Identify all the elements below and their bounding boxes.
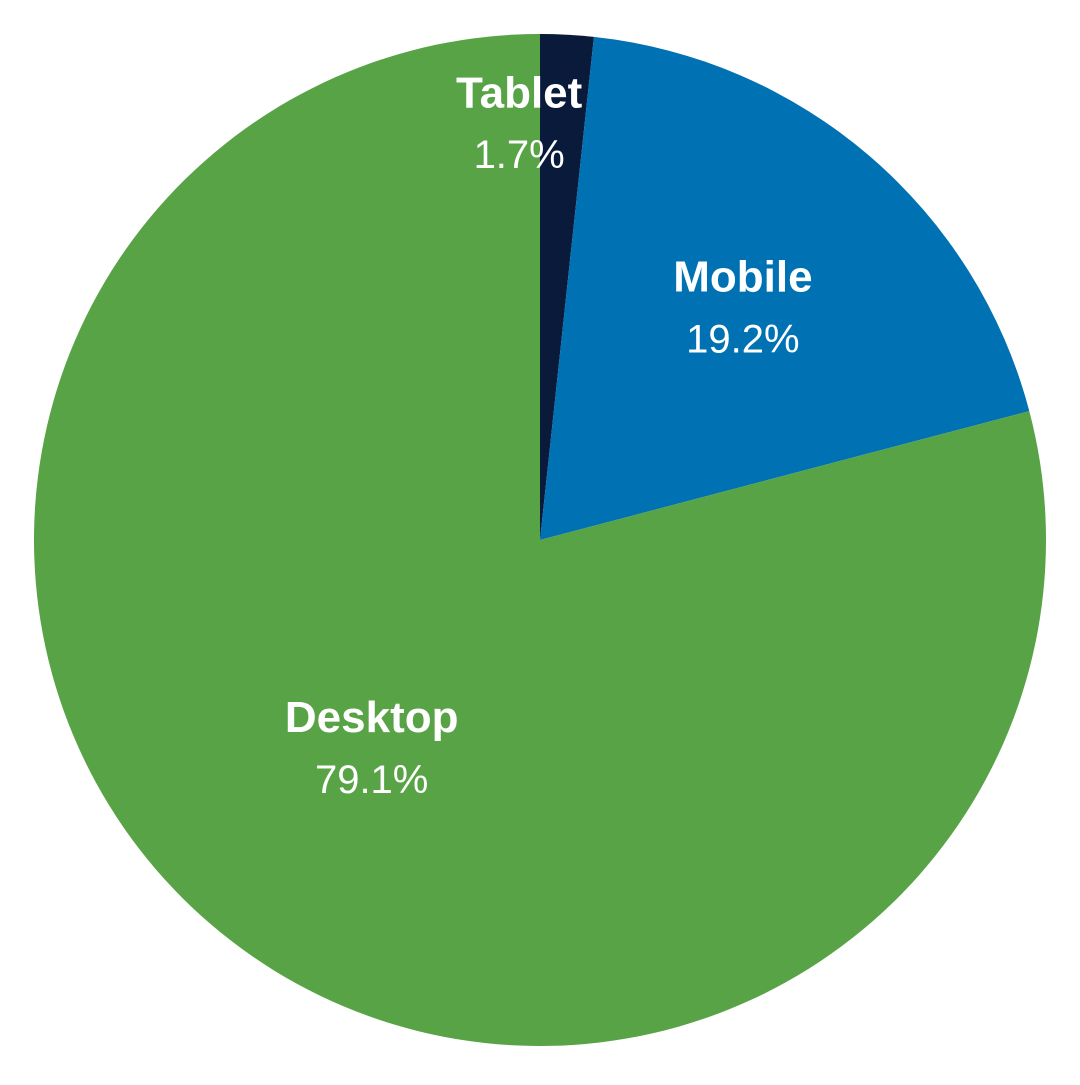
slice-label: Desktop xyxy=(285,693,459,742)
slice-value: 79.1% xyxy=(315,758,428,802)
slice-value: 1.7% xyxy=(474,133,565,177)
slice-label: Mobile xyxy=(673,252,812,301)
pie-slice xyxy=(540,34,594,540)
slice-label: Tablet xyxy=(456,68,583,117)
pie-slice xyxy=(540,36,1030,541)
slice-value: 19.2% xyxy=(686,317,799,361)
pie-slice xyxy=(34,34,1046,1046)
